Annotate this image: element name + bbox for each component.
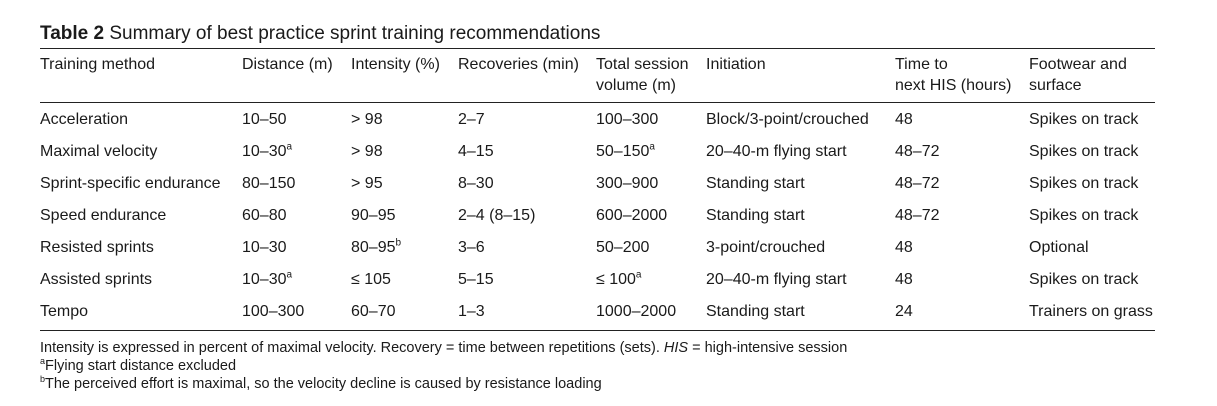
cell-time: 48–72 bbox=[895, 207, 940, 224]
cell-method: Acceleration bbox=[40, 111, 129, 128]
table-row: Resisted sprints 10–30 80–95b 3–6 50–200… bbox=[40, 232, 1155, 264]
cell-initiation: Block/3-point/crouched bbox=[706, 111, 869, 128]
cell-distance: 10–30a bbox=[242, 269, 293, 288]
cell-intensity: 60–70 bbox=[351, 296, 458, 331]
column-header-time-to-next-his: Time to next HIS (hours) bbox=[895, 49, 1029, 103]
cell-initiation: Standing start bbox=[706, 296, 895, 331]
footnote-abbreviation: HIS bbox=[663, 340, 689, 356]
cell-recoveries: 1–3 bbox=[458, 296, 596, 331]
cell-distance: 10–30a bbox=[242, 141, 293, 160]
table-footnotes: Intensity is expressed in percent of max… bbox=[40, 339, 1155, 393]
cell-recoveries: 4–15 bbox=[458, 143, 494, 160]
cell-volume: 50–150a bbox=[596, 141, 655, 160]
cell-volume: 1000–2000 bbox=[596, 296, 706, 331]
table-row: Assisted sprints 10–30a ≤ 105 5–15 ≤ 100… bbox=[40, 264, 1155, 296]
cell-recoveries: 2–7 bbox=[458, 111, 485, 128]
cell-method: Resisted sprints bbox=[40, 239, 154, 256]
cell-time: 48–72 bbox=[895, 143, 940, 160]
cell-method: Maximal velocity bbox=[40, 143, 158, 160]
cell-recoveries: 8–30 bbox=[458, 175, 494, 192]
table-title: Table 2 Summary of best practice sprint … bbox=[40, 22, 1155, 46]
cell-distance: 60–80 bbox=[242, 207, 287, 224]
footnote-a: aFlying start distance excluded bbox=[40, 356, 237, 374]
table-caption: Summary of best practice sprint training… bbox=[109, 23, 601, 44]
table-row: Speed endurance 60–80 90–95 2–4 (8–15) 6… bbox=[40, 200, 1155, 232]
cell-intensity: 90–95 bbox=[351, 207, 396, 224]
cell-time: 48 bbox=[895, 111, 913, 128]
cell-intensity: > 98 bbox=[351, 111, 383, 128]
cell-initiation: Standing start bbox=[706, 175, 805, 192]
table-row: Acceleration 10–50 > 98 2–7 100–300 Bloc… bbox=[40, 103, 1155, 137]
cell-recoveries: 3–6 bbox=[458, 239, 485, 256]
footnote-b: bThe perceived effort is maximal, so the… bbox=[40, 374, 602, 392]
column-header-intensity: Intensity (%) bbox=[351, 49, 458, 103]
cell-time: 24 bbox=[895, 296, 1029, 331]
cell-footwear: Spikes on track bbox=[1029, 143, 1139, 160]
column-header-footwear-surface: Footwear and surface bbox=[1029, 49, 1155, 103]
cell-method: Speed endurance bbox=[40, 207, 167, 224]
cell-volume: 50–200 bbox=[596, 239, 650, 256]
cell-recoveries: 2–4 (8–15) bbox=[458, 207, 536, 224]
footnote-general: Intensity is expressed in percent of max… bbox=[40, 340, 848, 356]
cell-initiation: Standing start bbox=[706, 207, 805, 224]
cell-method: Tempo bbox=[40, 296, 242, 331]
cell-volume: ≤ 100a bbox=[596, 269, 642, 288]
cell-distance: 10–30 bbox=[242, 239, 287, 256]
cell-footwear: Spikes on track bbox=[1029, 175, 1139, 192]
cell-method: Assisted sprints bbox=[40, 271, 153, 288]
cell-time: 48–72 bbox=[895, 175, 940, 192]
table-row: Maximal velocity 10–30a > 98 4–15 50–150… bbox=[40, 136, 1155, 168]
column-header-training-method: Training method bbox=[40, 49, 242, 103]
cell-footwear: Optional bbox=[1029, 239, 1089, 256]
cell-footwear: Trainers on grass bbox=[1029, 296, 1155, 331]
cell-time: 48 bbox=[895, 271, 913, 288]
cell-time: 48 bbox=[895, 239, 913, 256]
cell-initiation: 20–40-m flying start bbox=[706, 143, 847, 160]
header-row: Training method Distance (m) Intensity (… bbox=[40, 49, 1155, 103]
cell-intensity: ≤ 105 bbox=[351, 271, 391, 288]
cell-initiation: 3-point/crouched bbox=[706, 239, 826, 256]
cell-volume: 300–900 bbox=[596, 175, 659, 192]
table-label: Table 2 bbox=[40, 23, 105, 44]
cell-volume: 100–300 bbox=[596, 111, 659, 128]
cell-distance: 10–50 bbox=[242, 111, 287, 128]
column-header-recoveries: Recoveries (min) bbox=[458, 49, 596, 103]
cell-volume: 600–2000 bbox=[596, 207, 668, 224]
table-row: Sprint-specific endurance 80–150 > 95 8–… bbox=[40, 168, 1155, 200]
column-header-initiation: Initiation bbox=[706, 49, 895, 103]
cell-recoveries: 5–15 bbox=[458, 271, 494, 288]
cell-footwear: Spikes on track bbox=[1029, 207, 1139, 224]
cell-distance: 80–150 bbox=[242, 175, 296, 192]
cell-footwear: Spikes on track bbox=[1029, 271, 1139, 288]
table-container: Table 2 Summary of best practice sprint … bbox=[40, 22, 1155, 393]
cell-intensity: 80–95b bbox=[351, 237, 402, 256]
table-row: Tempo 100–300 60–70 1–3 1000–2000 Standi… bbox=[40, 296, 1155, 331]
recommendations-table: Training method Distance (m) Intensity (… bbox=[40, 48, 1155, 331]
cell-intensity: > 98 bbox=[351, 143, 383, 160]
cell-initiation: 20–40-m flying start bbox=[706, 271, 847, 288]
cell-distance: 100–300 bbox=[242, 296, 351, 331]
column-header-total-session-volume: Total session volume (m) bbox=[596, 49, 706, 103]
cell-method: Sprint-specific endurance bbox=[40, 175, 221, 192]
cell-intensity: > 95 bbox=[351, 175, 383, 192]
column-header-distance: Distance (m) bbox=[242, 49, 351, 103]
cell-footwear: Spikes on track bbox=[1029, 111, 1139, 128]
